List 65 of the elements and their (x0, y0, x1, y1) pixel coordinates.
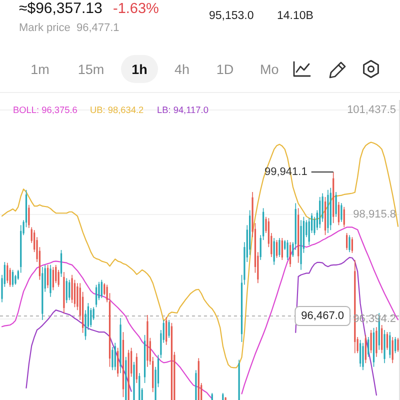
y-tick-label: 98,915.8 (353, 208, 396, 221)
text: LB: 94,117.0 (157, 105, 208, 115)
candlestick (117, 347, 119, 378)
candlestick (68, 279, 70, 301)
text: UB: 98,634.2 (90, 105, 144, 115)
candlestick (168, 320, 170, 338)
candlestick (6, 262, 8, 284)
text: 14.10B (277, 10, 314, 22)
candlestick (286, 240, 288, 260)
candlestick (74, 279, 76, 308)
candlestick (114, 342, 116, 371)
candlestick (359, 340, 362, 368)
candlestick (90, 308, 92, 328)
candlestick (394, 336, 396, 354)
line-series (1, 142, 399, 368)
candlestick (12, 269, 14, 288)
text: 1h (132, 62, 148, 77)
candlestick (14, 274, 16, 286)
text: -1.63% (113, 1, 160, 17)
text: 95,153.0 (209, 10, 254, 22)
text: 1m (30, 62, 50, 77)
text: Mo (260, 62, 279, 77)
candlestick (66, 278, 68, 304)
text: BOLL: 96,375.6 (13, 105, 78, 115)
candlestick (392, 336, 394, 364)
candlestick (386, 332, 388, 350)
candlestick (58, 269, 60, 288)
candlestick (166, 316, 168, 346)
chart-title: ≈$96,357.13 (19, 0, 102, 17)
candlestick (112, 346, 114, 371)
candlestick (338, 202, 340, 226)
candlestick (273, 238, 275, 266)
candlestick (389, 332, 391, 359)
candlestick (136, 352, 138, 384)
candlestick (52, 266, 54, 291)
candlestick (278, 238, 280, 258)
text: 15m (78, 62, 104, 77)
candlestick (276, 240, 278, 258)
candlestick (376, 326, 378, 358)
candlestick (9, 267, 11, 288)
candlestick (348, 234, 350, 252)
candlestick (368, 336, 370, 358)
candlestick (381, 324, 383, 354)
candlestick (71, 274, 73, 304)
text: Mark price 96,477.1 (19, 22, 120, 34)
candlestick (95, 284, 98, 308)
ref-line-label: 96,467.0 (301, 310, 344, 322)
candlestick (343, 206, 345, 228)
candlestick (100, 279, 102, 298)
y-tick-label: 101,437.5 (347, 104, 396, 116)
candlestick (319, 196, 321, 228)
candlestick (60, 250, 62, 278)
candlestick (281, 238, 283, 260)
candlestick (364, 334, 366, 364)
candlestick (289, 242, 292, 268)
candlestick (370, 330, 372, 354)
text: 1D (216, 62, 234, 77)
text: 4h (174, 62, 190, 77)
candlestick (335, 192, 337, 218)
candlestick (340, 202, 342, 222)
candlestick (46, 264, 49, 289)
candlestick (397, 337, 399, 352)
candlestick (346, 232, 348, 250)
candlestick (351, 236, 354, 254)
candlestick (362, 342, 364, 371)
